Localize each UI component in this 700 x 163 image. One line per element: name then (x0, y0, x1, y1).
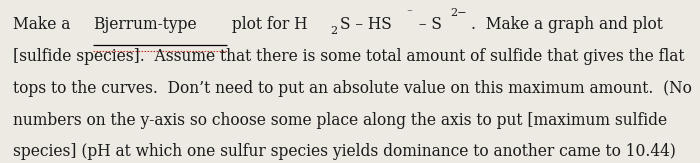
Text: S – HS: S – HS (340, 16, 391, 33)
Text: 2−: 2− (450, 8, 467, 18)
Text: plot for H: plot for H (227, 16, 307, 33)
Text: tops to the curves.  Don’t need to put an absolute value on this maximum amount.: tops to the curves. Don’t need to put an… (13, 80, 692, 97)
Text: – S: – S (414, 16, 442, 33)
Text: Bjerrum-type: Bjerrum-type (93, 16, 197, 33)
Text: species] (pH at which one sulfur species yields dominance to another came to 10.: species] (pH at which one sulfur species… (13, 143, 676, 160)
Text: [sulfide species].  Assume that there is some total amount of sulfide that gives: [sulfide species]. Assume that there is … (13, 48, 684, 65)
Text: numbers on the y-axis so choose some place along the axis to put [maximum sulfid: numbers on the y-axis so choose some pla… (13, 112, 666, 129)
Text: ⁻: ⁻ (407, 8, 412, 18)
Text: 2: 2 (330, 26, 337, 36)
Text: .  Make a graph and plot: . Make a graph and plot (472, 16, 668, 33)
Text: Make a: Make a (13, 16, 75, 33)
